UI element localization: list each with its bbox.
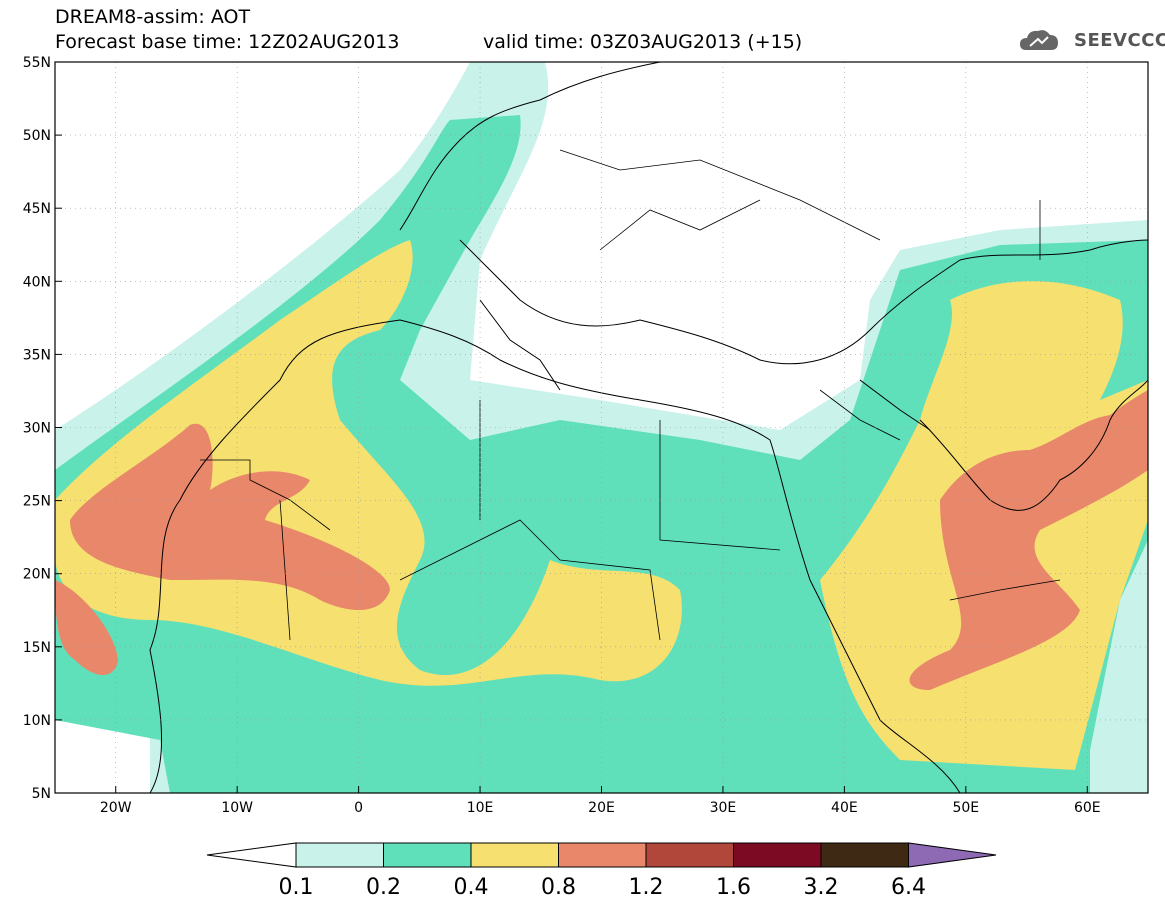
lat-tick-label: 20N [23, 567, 51, 583]
lat-tick-label: 35N [23, 347, 51, 363]
forecast-base-time: Forecast base time: 12Z02AUG2013 [55, 31, 400, 53]
lat-tick-label: 25N [23, 494, 51, 510]
lat-tick-label: 40N [23, 274, 51, 290]
lat-tick-label: 5N [32, 786, 51, 802]
colorbar-box [820, 842, 909, 868]
aot-band-0.8-east [909, 390, 1148, 690]
colorbar-label: 0.8 [541, 875, 576, 900]
colorbar-label: 0.4 [454, 875, 489, 900]
colorbar-label: 0.1 [279, 875, 314, 900]
lat-tick-label: 50N [23, 128, 51, 144]
map-grid [55, 61, 1148, 794]
lat-tick-label: 10N [23, 713, 51, 729]
colorbar-box [558, 842, 647, 868]
lat-tick-label: 30N [23, 421, 51, 437]
colorbar-box [383, 842, 472, 868]
colorbar-box [733, 842, 822, 868]
aot-band-0.8-west [55, 580, 118, 675]
lat-tick-label: 15N [23, 640, 51, 656]
colorbar-label: 3.2 [804, 875, 839, 900]
colorbar-left-triangle [206, 842, 297, 868]
lon-tick-label: 10E [467, 800, 494, 816]
lon-tick-label: 30E [710, 800, 737, 816]
lon-tick-label: 40E [831, 800, 858, 816]
colorbar-right-triangle [908, 842, 997, 868]
lat-tick-label: 55N [23, 55, 51, 71]
colorbar-box [470, 842, 559, 868]
lat-tick-label: 45N [23, 201, 51, 217]
lon-tick-label: 10W [221, 800, 253, 816]
colorbar-label: 0.2 [366, 875, 401, 900]
logo-text: SEEVCCC [1074, 30, 1165, 51]
colorbar-label: 1.6 [716, 875, 751, 900]
colorbar-label: 1.2 [629, 875, 664, 900]
map-title: DREAM8-assim: AOT [55, 6, 251, 28]
colorbar-box [645, 842, 734, 868]
lon-tick-label: 50E [952, 800, 979, 816]
coastlines [149, 62, 1148, 793]
aot-band-0.8 [70, 423, 390, 610]
lon-tick-label: 60E [1074, 800, 1101, 816]
cloud-icon [1020, 30, 1058, 50]
valid-time: valid time: 03Z03AUG2013 (+15) [483, 31, 803, 53]
axis-ticks: 20W 10W 0 10E 20E 30E 40E 50E 60E 55N 50N 45N 40N 35N… [23, 55, 1101, 816]
lon-tick-label: 20E [588, 800, 615, 816]
country-borders [200, 149, 1061, 641]
colorbar-box [295, 842, 384, 868]
lon-tick-label: 20W [100, 800, 132, 816]
lon-tick-label: 0 [354, 800, 363, 816]
colorbar-label: 6.4 [891, 875, 926, 900]
